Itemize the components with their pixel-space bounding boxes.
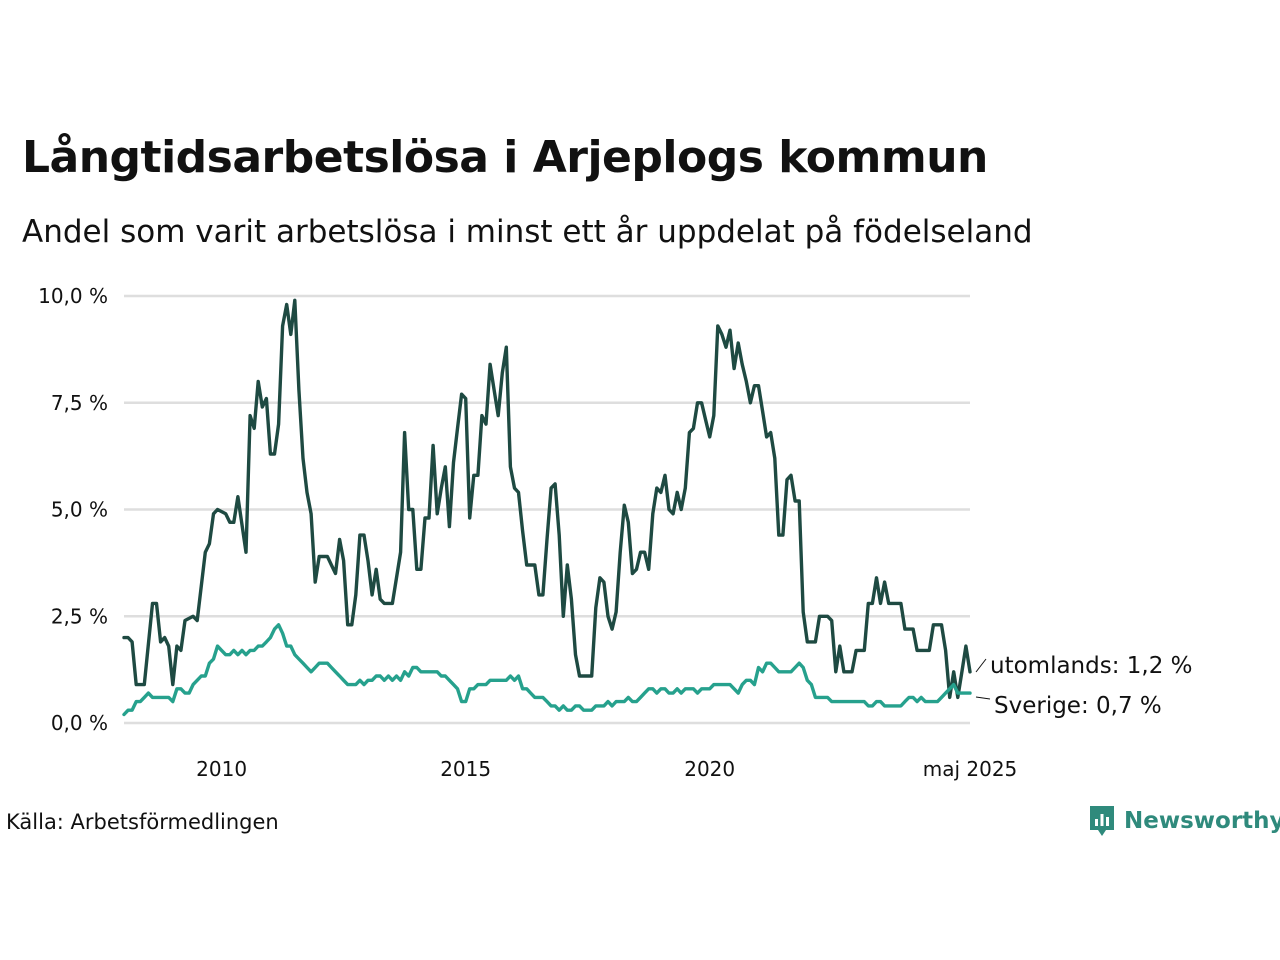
y-tick-label: 0,0 % [51, 711, 108, 735]
x-tick-label: 2020 [684, 757, 735, 781]
series-lines [122, 298, 972, 717]
x-tick-label: maj 2025 [923, 757, 1018, 781]
x-tick-label: 2010 [196, 757, 247, 781]
end-label-connector-sverige [975, 696, 991, 700]
y-tick-label: 5,0 % [51, 498, 108, 522]
y-tick-label: 2,5 % [51, 604, 108, 628]
end-label-sverige: Sverige: 0,7 % [994, 693, 1162, 719]
x-axis-tick-labels: 2010 2015 2020 maj 2025 [196, 757, 1017, 781]
source-note: Källa: Arbetsförmedlingen [6, 810, 279, 834]
brand-logo: Newsworthy [1088, 804, 1280, 838]
end-label-utomlands: utomlands: 1,2 % [990, 653, 1193, 679]
chart-title: Långtidsarbetslösa i Arjeplogs kommun [22, 132, 988, 183]
y-tick-label: 7,5 % [51, 391, 108, 415]
chart-subtitle: Andel som varit arbetslösa i minst ett å… [22, 214, 1033, 250]
end-label-connector-utomlands [975, 658, 987, 673]
series-end-labels: utomlands: 1,2 % Sverige: 0,7 % [975, 653, 1193, 719]
series-line-sverige [122, 623, 972, 717]
brand-name: Newsworthy [1124, 808, 1280, 834]
y-axis-tick-labels: 0,0 % 2,5 % 5,0 % 7,5 % 10,0 % [38, 284, 108, 735]
newsworthy-logo-icon [1090, 806, 1114, 836]
y-tick-label: 10,0 % [38, 284, 108, 308]
x-tick-label: 2015 [440, 757, 491, 781]
series-line-utomlands [122, 298, 972, 700]
